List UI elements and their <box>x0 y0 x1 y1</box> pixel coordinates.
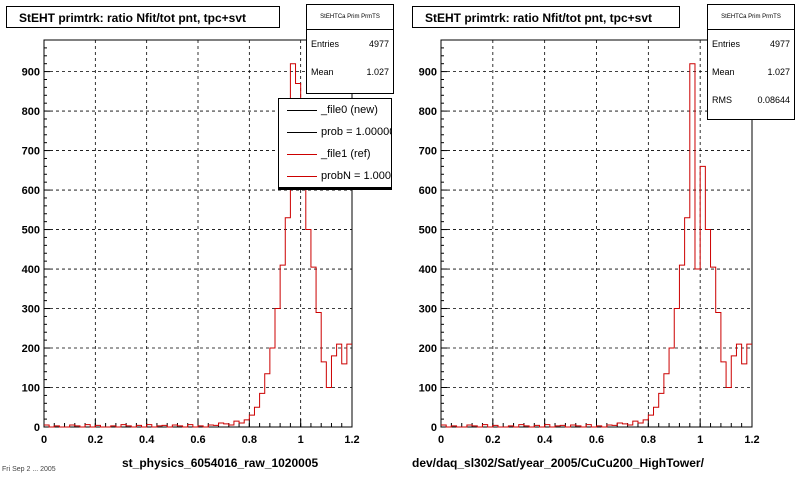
y-tick-label: 300 <box>419 304 437 316</box>
y-tick-label: 900 <box>419 67 437 79</box>
y-tick-label: 700 <box>419 146 437 158</box>
stats-box: StEHTCa Prim PrmTS Entries 4977 Mean 1.0… <box>306 4 394 94</box>
histogram-plot-left: 0 100 200 300 400 500 600 700 800 900 0 0.2 0.4 0.6 0.… <box>22 39 360 446</box>
legend-label-probn: probN = 1.000000 <box>321 170 392 182</box>
y-tick-label: 800 <box>419 106 437 118</box>
stats-rms-label: RMS <box>712 95 732 105</box>
stats-entries-row: Entries 4977 <box>708 30 794 58</box>
y-tick-label: 400 <box>419 264 437 276</box>
stats-mean-row: Mean 1.027 <box>708 58 794 86</box>
stats-mean-label: Mean <box>311 67 334 77</box>
y-tick-label: 100 <box>22 383 40 395</box>
stats-header: StEHTCa Prim PrmTS <box>307 5 393 30</box>
stats-entries-value: 4977 <box>769 39 790 49</box>
plot-title: StEHT primtrk: ratio Nfit/tot pnt, tpc+s… <box>6 6 280 28</box>
x-tick-label: 0.8 <box>242 434 257 446</box>
y-tick-label: 500 <box>419 225 437 237</box>
x-tick-label: 1.2 <box>344 434 359 446</box>
stats-entries-value: 4977 <box>368 39 389 49</box>
histogram-series-ref <box>441 63 752 428</box>
stats-header: StEHTCa Prim PrmTS <box>708 5 794 30</box>
y-tick-label: 0 <box>34 422 40 434</box>
stats-entries-row: Entries 4977 <box>307 30 393 58</box>
x-tick-label: 0.6 <box>589 434 604 446</box>
legend-swatch-new <box>287 110 317 111</box>
x-tick-label: 0.8 <box>641 434 656 446</box>
legend-label-ref: _file1 (ref) <box>321 148 371 160</box>
legend-entry-prob: prob = 1.000000 <box>279 121 391 143</box>
stats-entries-label: Entries <box>311 39 340 49</box>
stats-mean-value: 1.027 <box>767 67 790 77</box>
legend-label-prob: prob = 1.000000 <box>321 126 391 138</box>
y-tick-label: 800 <box>22 106 40 118</box>
y-tick-label: 500 <box>22 225 40 237</box>
legend-swatch-probn <box>287 176 317 177</box>
x-tick-label: 0.2 <box>88 434 103 446</box>
y-tick-label: 100 <box>419 383 437 395</box>
x-tick-label: 0.4 <box>537 434 553 446</box>
histogram-panel-left: 0 100 200 300 400 500 600 700 800 900 0 0.2 0.4 0.6 0.… <box>6 4 394 470</box>
stats-entries-label: Entries <box>712 39 741 49</box>
x-tick-label: 0.4 <box>139 434 155 446</box>
x-tick-label: 0 <box>438 434 444 446</box>
legend-entry-new: _file0 (new) <box>279 99 391 121</box>
y-tick-label: 700 <box>22 146 40 158</box>
x-tick-label: 0 <box>41 434 47 446</box>
y-tick-label: 0 <box>431 422 437 434</box>
x-axis-caption: dev/daq_sl302/Sat/year_2005/CuCu200_High… <box>412 456 704 470</box>
stats-mean-label: Mean <box>712 67 735 77</box>
y-tick-label: 600 <box>22 185 40 197</box>
y-tick-label: 200 <box>419 343 437 355</box>
timestamp-text: Fri Sep 2 ... 2005 <box>2 466 56 473</box>
stats-rms-row: RMS 0.08644 <box>708 86 794 114</box>
legend-entry-ref: _file1 (ref) <box>279 143 391 165</box>
stats-rms-value: 0.08644 <box>757 95 790 105</box>
legend-entry-probn: probN = 1.000000 <box>279 165 391 187</box>
y-tick-label: 400 <box>22 264 40 276</box>
histogram-panel-right: 0 100 200 300 400 500 600 700 800 900 0 0.2 0.4 0.6 0.… <box>400 0 800 480</box>
histogram-plot-right: 0 100 200 300 400 500 600 700 800 900 0 0.2 0.4 0.6 0.… <box>419 39 760 446</box>
stats-mean-row: Mean 1.027 <box>307 58 393 86</box>
legend-label-new: _file0 (new) <box>321 104 378 116</box>
x-tick-label: 0.6 <box>190 434 205 446</box>
plot-title: StEHT primtrk: ratio Nfit/tot pnt, tpc+s… <box>412 6 680 28</box>
stats-mean-value: 1.027 <box>366 67 389 77</box>
y-tick-label: 900 <box>22 67 40 79</box>
y-tick-label: 600 <box>419 185 437 197</box>
legend-box: _file0 (new) prob = 1.000000 _file1 (ref… <box>278 98 392 190</box>
x-axis-caption: st_physics_6054016_raw_1020005 <box>122 456 319 470</box>
x-tick-label: 0.2 <box>485 434 500 446</box>
y-tick-label: 200 <box>22 343 40 355</box>
x-tick-label: 1.2 <box>744 434 759 446</box>
legend-swatch-prob <box>287 132 317 133</box>
stats-box: StEHTCa Prim PrmTS Entries 4977 Mean 1.0… <box>707 4 795 120</box>
x-tick-label: 1 <box>697 434 703 446</box>
x-tick-label: 1 <box>298 434 304 446</box>
y-tick-label: 300 <box>22 304 40 316</box>
legend-swatch-ref <box>287 154 317 155</box>
